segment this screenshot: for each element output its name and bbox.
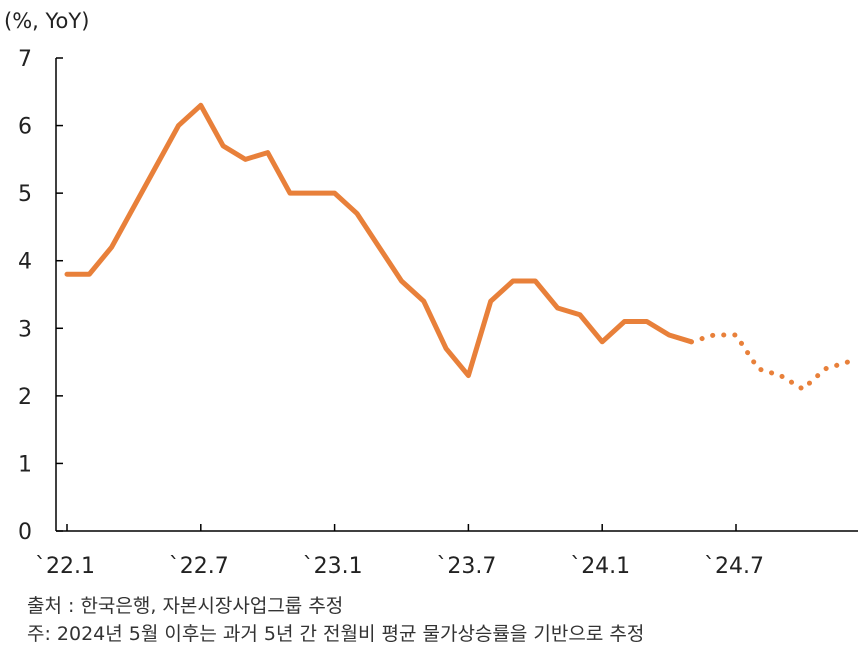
- x-tick-label: `24.1: [570, 554, 630, 579]
- y-tick-label: 5: [18, 182, 32, 207]
- x-tick-label: `22.1: [35, 554, 95, 579]
- x-tick-label: `23.7: [436, 554, 496, 579]
- y-tick-label: 6: [18, 115, 32, 140]
- unit-label: (%, YoY): [4, 9, 89, 33]
- x-axis: `22.1 `22.7 `23.1 `23.7 `24.1 `24.7: [35, 524, 858, 579]
- source-note: 출처 : 한국은행, 자본시장사업그룹 추정: [27, 595, 344, 617]
- x-tick-label: `24.7: [704, 554, 764, 579]
- actual-series-line: [64, 102, 694, 379]
- x-tick-label: `22.7: [169, 554, 229, 579]
- footnote: 주: 2024년 5월 이후는 과거 5년 간 전월비 평균 물가상승률을 기반…: [27, 623, 645, 645]
- y-tick-label: 3: [18, 317, 32, 342]
- x-tick-label: `23.1: [303, 554, 363, 579]
- y-tick-label: 2: [18, 385, 32, 410]
- y-tick-label: 4: [18, 250, 32, 275]
- y-tick-label: 1: [18, 452, 32, 477]
- y-tick-label: 0: [18, 520, 32, 545]
- y-tick-label: 7: [18, 47, 32, 72]
- forecast-series-line: [688, 332, 850, 392]
- series-layer: [64, 102, 850, 392]
- notes: 출처 : 한국은행, 자본시장사업그룹 추정 주: 2024년 5월 이후는 과…: [27, 592, 644, 648]
- y-axis: 0 1 2 3 4 5 6 7: [18, 47, 63, 545]
